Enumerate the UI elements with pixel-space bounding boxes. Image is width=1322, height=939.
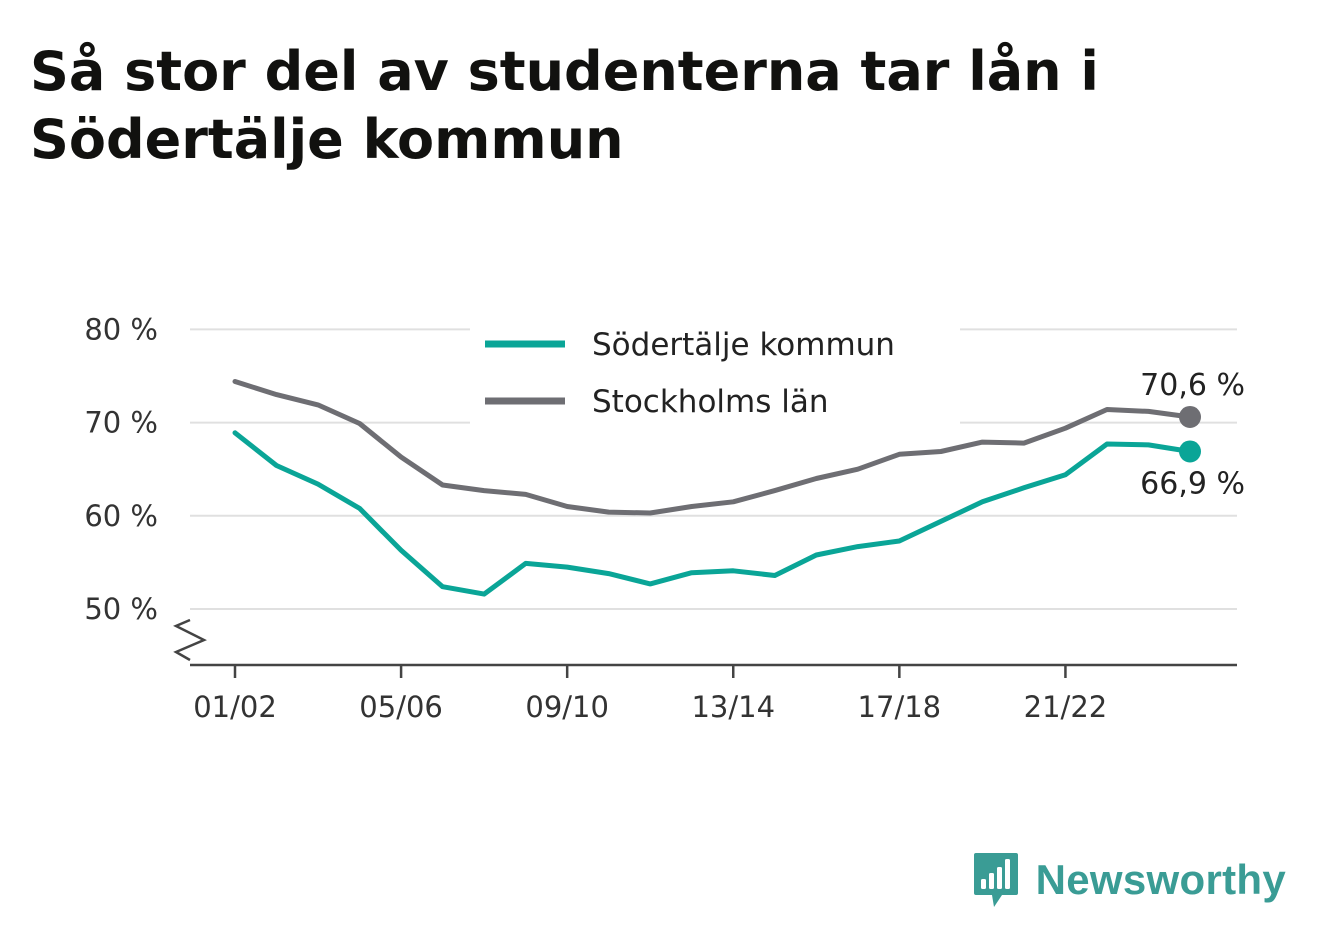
- end-labels: 66,9 % 70,6 %: [1140, 368, 1245, 502]
- x-tick-label: 17/18: [858, 690, 942, 724]
- legend-label-sodertalje: Södertälje kommun: [592, 327, 895, 363]
- y-tick-label: 80 %: [84, 312, 158, 346]
- legend: Södertälje kommun Stockholms län: [470, 320, 960, 428]
- newsworthy-logo-icon: [973, 853, 1018, 907]
- y-tick-label: 70 %: [84, 406, 158, 440]
- y-axis-break-icon: [173, 618, 207, 662]
- series-line-sodertalje: [232, 430, 1193, 597]
- legend-label-stockholm: Stockholms län: [592, 384, 828, 420]
- y-axis-ticks: 50 % 60 % 70 % 80 %: [84, 312, 207, 662]
- x-tick-label: 01/02: [193, 690, 277, 724]
- end-label-stockholm: 70,6 %: [1140, 368, 1245, 403]
- brand-name: Newsworthy: [1035, 856, 1286, 903]
- end-label-sodertalje: 66,9 %: [1140, 466, 1245, 501]
- series-lines: [232, 379, 1201, 597]
- end-point-sodertalje: [1179, 440, 1201, 463]
- x-tick-label: 09/10: [525, 690, 609, 724]
- end-point-stockholm: [1179, 405, 1201, 428]
- chart-title: Så stor del av studenterna tar lån i Söd…: [30, 40, 1099, 171]
- legend-background: [470, 320, 960, 428]
- x-tick-label: 05/06: [359, 690, 443, 724]
- x-tick-label: 21/22: [1024, 690, 1108, 724]
- brand-logo: Newsworthy: [972, 850, 1286, 910]
- x-axis: 01/02 05/06 09/10 13/14 17/18 21/22: [190, 663, 1237, 724]
- y-tick-label: 50 %: [84, 592, 158, 626]
- x-tick-label: 13/14: [691, 690, 775, 724]
- series-line-stockholm: [232, 379, 1193, 516]
- y-tick-label: 60 %: [84, 499, 158, 533]
